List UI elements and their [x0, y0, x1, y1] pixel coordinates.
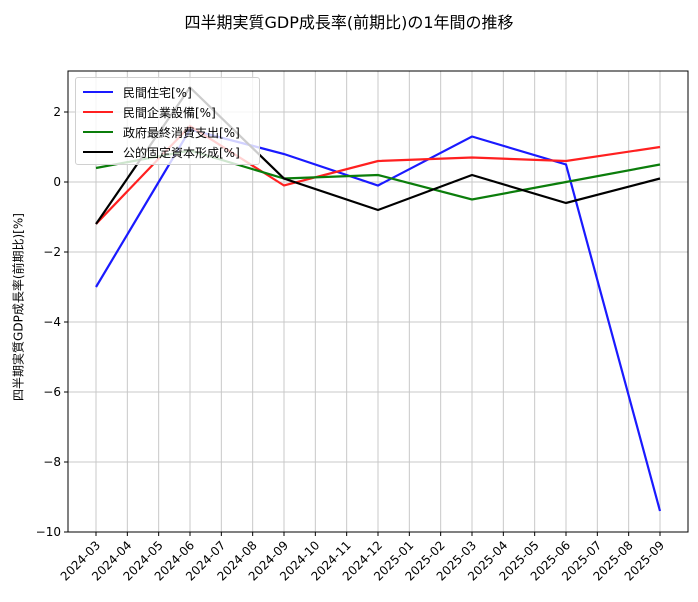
y-tick-label: −10: [36, 525, 61, 539]
legend-item: 民間企業設備[%]: [76, 102, 259, 122]
legend-line-icon: [83, 91, 113, 93]
legend-item: 民間住宅[%]: [76, 82, 259, 102]
chart-title: 四半期実質GDP成長率(前期比)の1年間の推移: [184, 13, 514, 32]
legend-item: 政府最終消費支出[%]: [76, 122, 259, 142]
legend-line-icon: [83, 151, 113, 153]
y-tick-label: −8: [43, 455, 61, 469]
legend-label: 民間企業設備[%]: [123, 105, 216, 120]
y-tick-label: −6: [43, 385, 61, 399]
legend-label: 公的固定資本形成[%]: [123, 145, 240, 160]
legend-label: 政府最終消費支出[%]: [123, 125, 240, 140]
legend-line-icon: [83, 131, 113, 133]
y-tick-label: 2: [53, 105, 61, 119]
legend: 民間住宅[%] 民間企業設備[%] 政府最終消費支出[%] 公的固定資本形成[%…: [75, 77, 260, 165]
y-tick-label: −2: [43, 245, 61, 259]
legend-label: 民間住宅[%]: [123, 85, 192, 100]
legend-line-icon: [83, 111, 113, 113]
legend-item: 公的固定資本形成[%]: [76, 142, 259, 162]
y-tick-label: 0: [53, 175, 61, 189]
y-tick-label: −4: [43, 315, 61, 329]
